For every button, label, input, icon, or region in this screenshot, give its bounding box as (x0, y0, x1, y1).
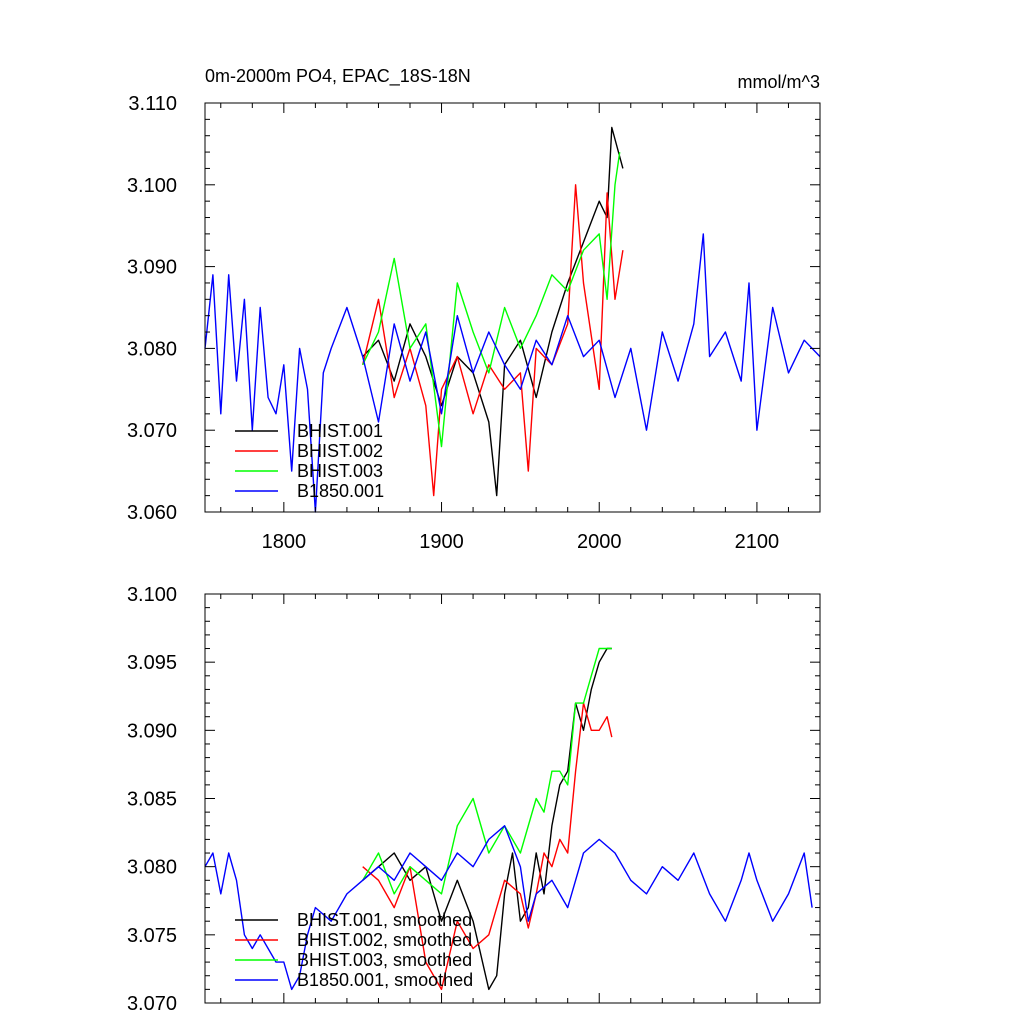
x-tick-label: 2000 (577, 531, 622, 553)
y-tick-label: 3.110 (128, 93, 177, 115)
y-tick-label: 3.090 (127, 720, 177, 742)
series-line-1-3 (362, 152, 621, 448)
plot-frame (204, 102, 821, 513)
legend-label: B1850.001 (297, 481, 384, 501)
y-tick-label: 3.085 (127, 789, 177, 811)
y-tick-label: 3.095 (127, 652, 177, 674)
y-tick-label: 3.100 (127, 584, 177, 606)
y-tick-label: 3.100 (127, 175, 177, 197)
legend-label: BHIST.002 (297, 441, 383, 461)
legend-label: BHIST.002, smoothed (297, 930, 472, 950)
x-tick-label: 1800 (262, 531, 307, 553)
y-tick-label: 3.070 (127, 993, 177, 1015)
series-line-1-4 (204, 233, 821, 513)
legend-label: BHIST.003, smoothed (297, 950, 472, 970)
y-tick-label: 3.080 (127, 338, 177, 360)
x-tick-label: 2100 (735, 531, 780, 553)
series-line-1-2 (362, 184, 624, 497)
y-tick-label: 3.075 (127, 925, 177, 947)
chart-title: 0m-2000m PO4, EPAC_18S-18N (205, 66, 471, 87)
series-line-1-1 (362, 126, 624, 497)
x-tick-label: 1900 (419, 531, 464, 553)
y-tick-label: 3.060 (127, 502, 177, 524)
legend-label: B1850.001, smoothed (297, 970, 473, 990)
bottom-panel: 3.070 3.075 3.080 3.085 3.090 3.095 3.100 BHIST… (127, 584, 821, 1015)
legend-label: BHIST.001 (297, 421, 383, 441)
series-line-2-4 (204, 825, 813, 991)
top-panel: 1800 1900 2000 2100 3.060 3.070 3.080 3.090 3.10… (127, 66, 821, 553)
units-label: mmol/m^3 (738, 72, 820, 92)
legend-label: BHIST.003 (297, 461, 383, 481)
y-tick-label: 3.070 (127, 420, 177, 442)
y-tick-label: 3.080 (127, 857, 177, 879)
series-line-2-3 (362, 647, 612, 895)
series-line-2-2 (362, 702, 613, 991)
legend-label: BHIST.001, smoothed (297, 910, 472, 930)
y-tick-label: 3.090 (127, 257, 177, 279)
